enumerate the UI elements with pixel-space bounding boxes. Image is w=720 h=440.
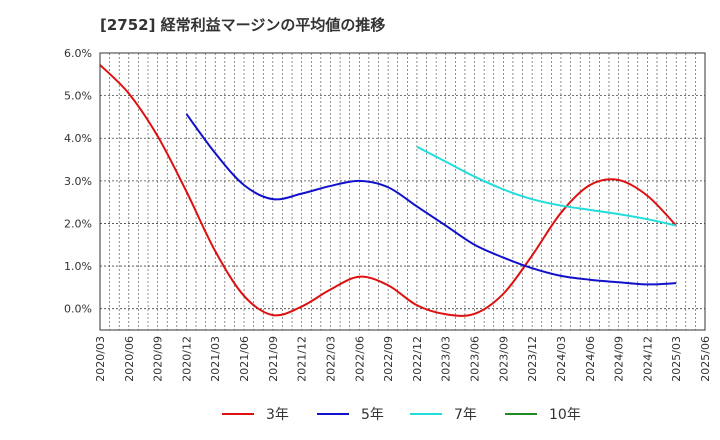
x-tick-label: 2023/03 <box>440 336 453 382</box>
series-lines <box>99 64 677 317</box>
y-tick-label: 0.0% <box>64 303 92 316</box>
chart-title: [2752] 経常利益マージンの平均値の推移 <box>100 16 385 34</box>
legend-label: 7年 <box>454 407 477 423</box>
x-tick-label: 2021/12 <box>296 336 309 382</box>
y-tick-label: 4.0% <box>64 132 92 145</box>
y-axis: 6.0% 5.0% 4.0% 3.0% 2.0% 1.0% 0.0% <box>64 47 92 316</box>
x-tick-label: 2025/06 <box>699 336 712 382</box>
plot-area-frame <box>99 52 706 331</box>
x-tick-label: 2020/09 <box>152 336 165 382</box>
series-line-1 <box>99 64 677 317</box>
y-tick-label: 2.0% <box>64 217 92 230</box>
x-tick-label: 2020/12 <box>180 336 193 382</box>
x-tick-label: 2023/06 <box>469 336 482 382</box>
series-line-3 <box>416 145 677 227</box>
x-tick-label: 2024/06 <box>584 336 597 382</box>
x-tick-label: 2021/09 <box>267 336 280 382</box>
x-tick-label: 2024/09 <box>613 336 626 382</box>
x-tick-label: 2024/12 <box>641 336 654 382</box>
x-tick-label: 2024/03 <box>555 336 568 382</box>
y-tick-label: 5.0% <box>64 90 92 103</box>
y-tick-label: 6.0% <box>64 47 92 60</box>
x-tick-label: 2023/09 <box>497 336 510 382</box>
x-tick-label: 2020/03 <box>94 336 107 382</box>
x-tick-label: 2022/12 <box>411 336 424 382</box>
legend-label: 3年 <box>266 407 289 423</box>
y-tick-label: 3.0% <box>64 175 92 188</box>
grid <box>100 52 705 330</box>
x-tick-label: 2021/06 <box>238 336 251 382</box>
legend-label: 5年 <box>361 407 384 423</box>
x-axis: 2020/03 2020/06 2020/09 2020/12 2021/03 2021/… <box>94 336 712 382</box>
series-line-2 <box>185 113 677 286</box>
y-tick-label: 1.0% <box>64 260 92 273</box>
x-tick-label: 2022/09 <box>382 336 395 382</box>
x-tick-label: 2022/06 <box>353 336 366 382</box>
x-tick-label: 2021/03 <box>209 336 222 382</box>
legend: 3年 5年 7年 10年 <box>222 407 581 423</box>
legend-label: 10年 <box>549 407 581 423</box>
x-tick-label: 2022/03 <box>324 336 337 382</box>
x-tick-label: 2020/06 <box>123 336 136 382</box>
x-tick-label: 2023/12 <box>526 336 539 382</box>
x-tick-label: 2025/03 <box>670 336 683 382</box>
